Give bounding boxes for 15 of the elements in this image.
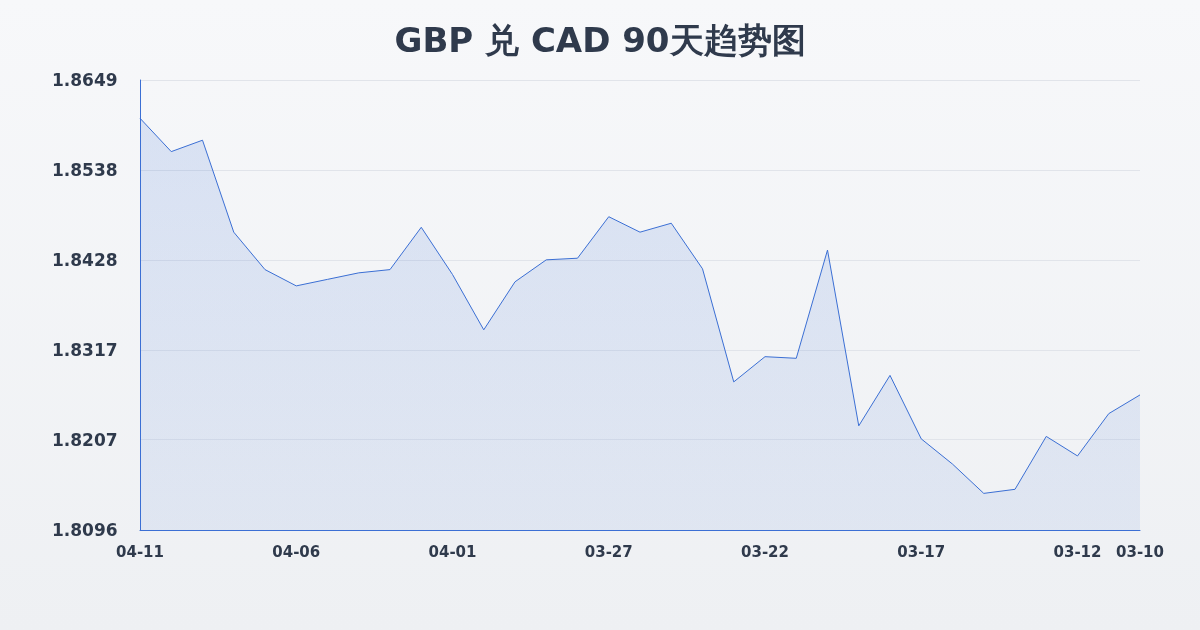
y-tick-label: 1.8207: [52, 429, 118, 450]
x-tick-label: 03-17: [897, 542, 946, 561]
y-tick-label: 1.8538: [52, 160, 118, 181]
y-tick-label: 1.8317: [52, 340, 118, 361]
y-tick-label: 1.8649: [52, 70, 118, 90]
x-tick-label: 03-22: [741, 542, 789, 561]
x-tick-label: 04-11: [116, 542, 164, 561]
x-tick-label: 03-12: [1053, 542, 1102, 561]
x-tick-label: 03-10: [1116, 542, 1164, 561]
y-tick-label: 1.8428: [52, 249, 118, 270]
x-tick-label: 04-01: [428, 542, 477, 561]
chart-title: GBP 兑 CAD 90天趋势图: [394, 20, 806, 60]
y-tick-label: 1.8096: [52, 520, 118, 540]
x-tick-label: 04-06: [272, 542, 321, 561]
x-tick-label: 03-27: [584, 542, 633, 561]
